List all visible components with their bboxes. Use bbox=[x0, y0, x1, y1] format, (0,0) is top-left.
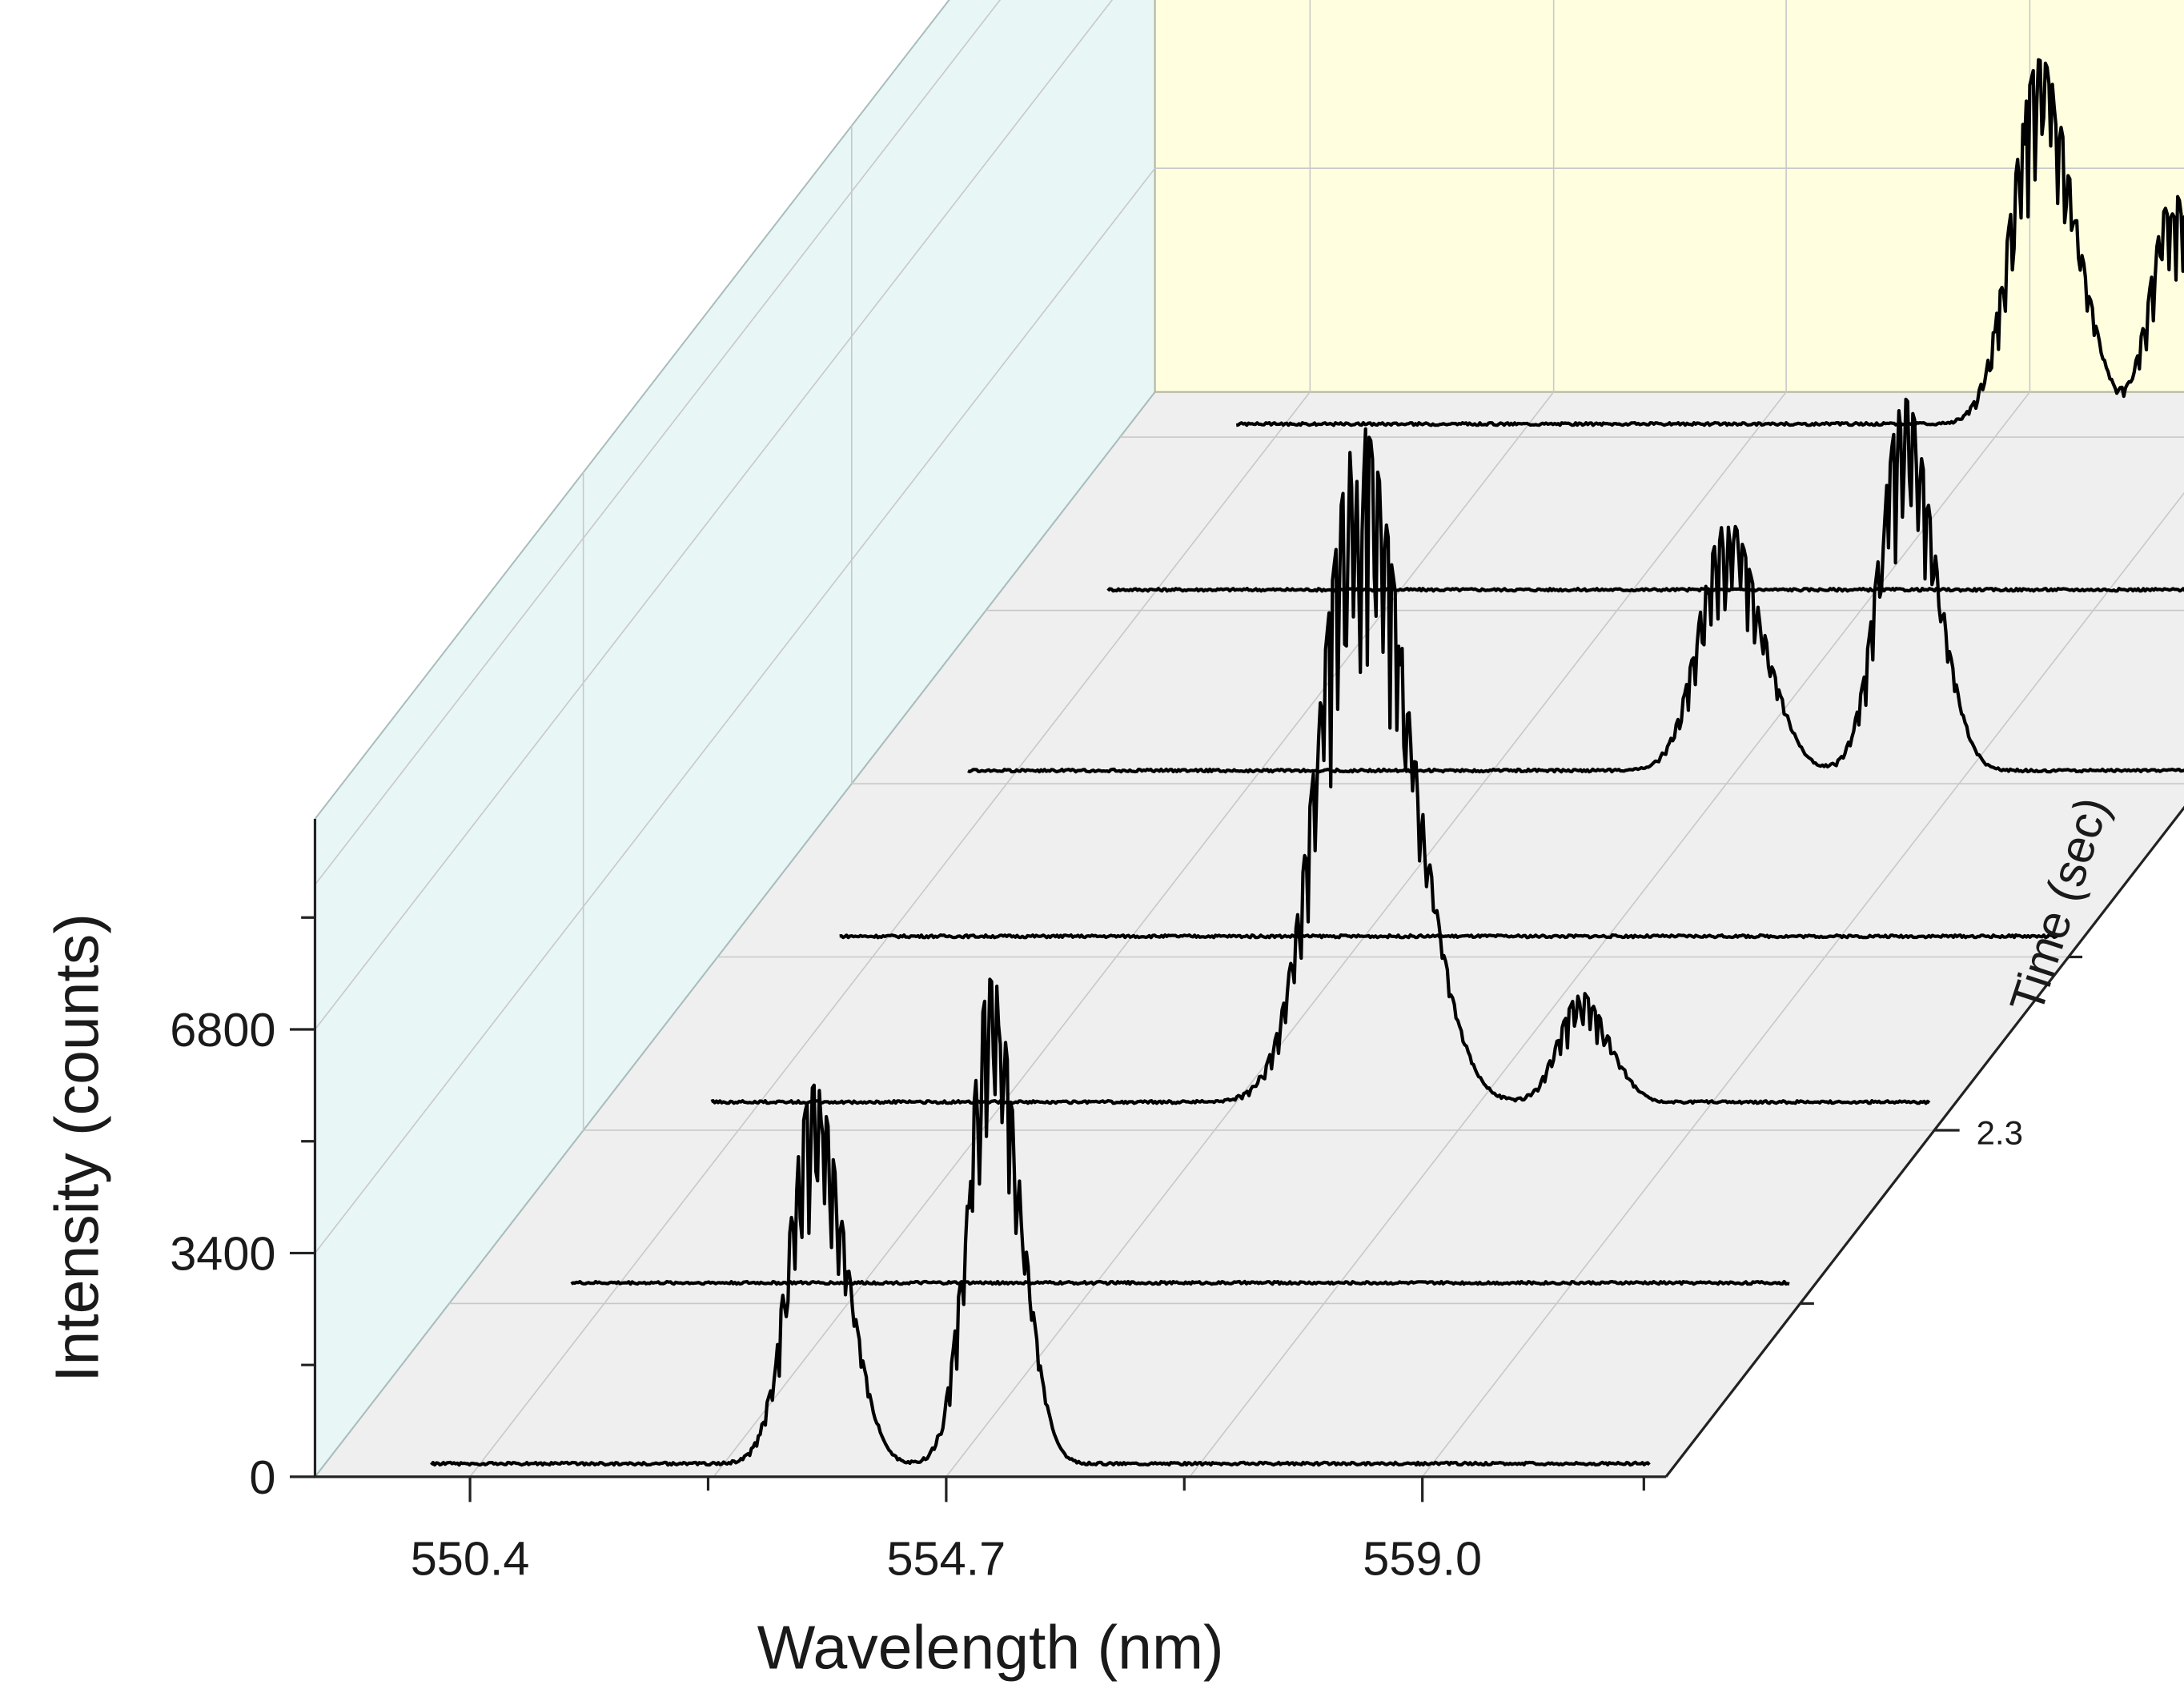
floor-gridline-x bbox=[1422, 491, 2184, 1478]
z-tick-label: 2.3 bbox=[1977, 1113, 2023, 1151]
spectrum-line bbox=[1236, 58, 2184, 427]
spectrum-line bbox=[570, 1279, 1790, 1286]
spectrum-line bbox=[1106, 586, 2184, 593]
x-axis-title: Wavelength (nm) bbox=[757, 1613, 1224, 1682]
y-tick-label: 0 bbox=[249, 1450, 275, 1504]
spectrum-line bbox=[967, 397, 2184, 774]
z-axis-line bbox=[1664, 805, 2184, 1478]
chart-grid bbox=[314, 0, 2184, 1478]
x-tick-label: 554.7 bbox=[887, 1531, 1006, 1585]
floor-gridline-x bbox=[1189, 391, 2031, 1478]
chart-labels: 550.4554.7559.00340068002.34.66.9Wavelen… bbox=[42, 791, 2119, 1683]
chart-axes bbox=[289, 805, 2184, 1502]
y-tick-label: 6800 bbox=[170, 1003, 275, 1057]
x-tick-label: 559.0 bbox=[1363, 1531, 1482, 1585]
leftwall-gridline-y bbox=[314, 0, 1114, 1030]
spectrum-line bbox=[430, 977, 1651, 1467]
chart-series bbox=[430, 58, 2184, 1467]
y-axis-title: Intensity (counts) bbox=[42, 913, 111, 1382]
leftwall-gridline-y bbox=[314, 0, 1002, 885]
spectrum-line bbox=[710, 427, 1931, 1105]
back-wall bbox=[1154, 0, 2184, 393]
y-tick-label: 3400 bbox=[170, 1226, 275, 1280]
floor-gridline-x bbox=[945, 391, 1787, 1478]
spectrum-line bbox=[839, 933, 2059, 940]
leftwall-gridline-y bbox=[314, 167, 1156, 1254]
x-tick-label: 550.4 bbox=[411, 1531, 530, 1585]
chart-walls bbox=[313, 0, 2184, 1479]
